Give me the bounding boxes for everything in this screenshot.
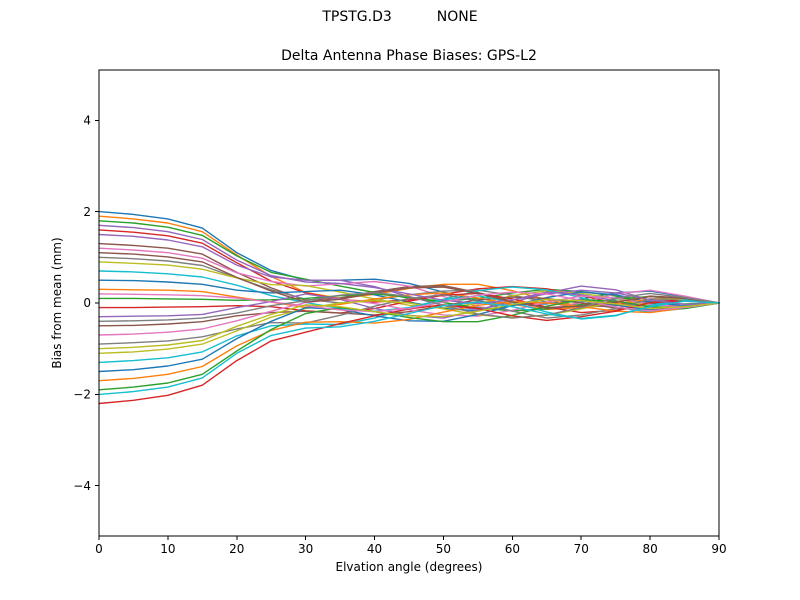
x-tick-label: 40 bbox=[367, 542, 382, 556]
series-line bbox=[98, 252, 720, 309]
x-tick-label: 50 bbox=[436, 542, 451, 556]
y-tick-label: −2 bbox=[73, 388, 91, 402]
y-tick-label: 0 bbox=[83, 296, 91, 310]
figure-header: TPSTG.D3 NONE bbox=[0, 9, 800, 25]
series-line bbox=[98, 229, 720, 310]
x-axis-label: Elvation angle (degrees) bbox=[335, 560, 483, 574]
x-tick-label: 90 bbox=[711, 542, 726, 556]
y-tick-label: 2 bbox=[83, 205, 91, 219]
x-tick-label: 10 bbox=[160, 542, 175, 556]
x-tick-label: 60 bbox=[505, 542, 520, 556]
series-line bbox=[98, 294, 720, 345]
series-line bbox=[98, 247, 720, 312]
series-line bbox=[98, 300, 720, 405]
series-line bbox=[98, 298, 720, 373]
series-line bbox=[98, 300, 720, 396]
series-line bbox=[98, 298, 720, 350]
station-id-label: TPSTG.D3 bbox=[322, 9, 392, 25]
x-tick-label: 30 bbox=[298, 542, 313, 556]
x-tick-label: 80 bbox=[642, 542, 657, 556]
series-line bbox=[98, 224, 720, 306]
x-tick-label: 0 bbox=[95, 542, 103, 556]
y-tick-label: 4 bbox=[83, 113, 91, 127]
series-line bbox=[98, 291, 720, 322]
chart-title: Delta Antenna Phase Biases: GPS-L2 bbox=[281, 48, 537, 64]
series-line bbox=[98, 299, 720, 391]
series-line bbox=[98, 279, 720, 312]
x-tick-label: 70 bbox=[574, 542, 589, 556]
x-tick-label: 20 bbox=[229, 542, 244, 556]
model-label: NONE bbox=[436, 9, 478, 25]
series-line bbox=[98, 292, 720, 314]
series-line bbox=[98, 291, 720, 313]
y-tick-label: −4 bbox=[73, 479, 91, 493]
